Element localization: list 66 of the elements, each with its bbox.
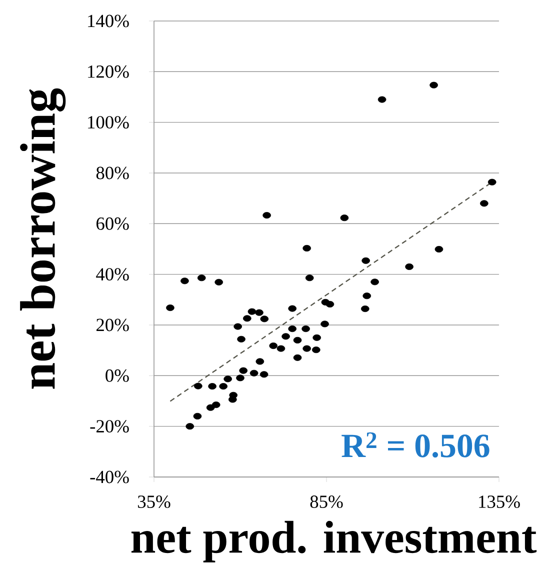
point: [197, 274, 206, 282]
point: [430, 82, 438, 88]
point: [256, 358, 264, 365]
point: [370, 278, 379, 286]
point: [166, 304, 174, 312]
point: [305, 274, 314, 282]
point: [340, 214, 349, 222]
point: [488, 178, 496, 186]
point: [362, 292, 372, 300]
point: [193, 412, 202, 420]
point: [302, 244, 311, 252]
y-tick-label: 80%: [96, 166, 129, 180]
y-tick-label: 140%: [88, 14, 129, 28]
y-tick-label: 60%: [96, 217, 129, 230]
point: [262, 212, 271, 219]
point: [362, 257, 370, 264]
y-tick-label: 40%: [96, 268, 129, 281]
point: [206, 404, 215, 411]
point: [360, 306, 370, 312]
point: [288, 326, 297, 332]
point: [236, 374, 244, 382]
point: [237, 336, 246, 342]
y-tick-label: -40%: [90, 470, 129, 484]
x-tick-label: 135%: [479, 496, 520, 508]
y-axis-title: net borrowing: [20, 88, 66, 389]
point: [434, 246, 444, 253]
point: [282, 333, 290, 340]
point: [293, 336, 302, 344]
y-tick-label: 120%: [88, 65, 129, 78]
point: [405, 263, 414, 270]
point: [186, 423, 194, 430]
y-tick-label: 0%: [106, 369, 129, 382]
point: [219, 383, 228, 390]
point: [250, 370, 258, 376]
point: [302, 326, 310, 332]
point: [312, 334, 321, 341]
point: [276, 345, 286, 352]
point: [288, 305, 297, 312]
point: [228, 396, 237, 403]
y-tick-label: -20%: [90, 420, 129, 433]
point: [242, 315, 252, 322]
point: [302, 345, 311, 352]
y-tick-label: 20%: [96, 318, 129, 332]
point: [255, 309, 264, 316]
x-tick-label: 35%: [138, 496, 170, 508]
point: [293, 354, 302, 361]
point: [224, 376, 232, 382]
point: [320, 320, 329, 328]
point: [312, 346, 320, 354]
x-tick-label: 85%: [310, 496, 343, 508]
point: [180, 278, 189, 284]
point: [269, 342, 278, 350]
point: [239, 367, 248, 374]
point: [214, 278, 224, 286]
point: [326, 300, 334, 308]
point: [260, 371, 268, 378]
point: [248, 308, 256, 315]
point: [194, 382, 202, 390]
point: [378, 96, 386, 103]
point: [208, 383, 216, 390]
point: [480, 200, 488, 207]
x-axis-title: net prod. investment: [131, 520, 537, 562]
point: [260, 316, 269, 322]
annotation: R$^{2}$ = 0.506: [342, 432, 490, 458]
y-tick-label: 100%: [88, 116, 129, 129]
point: [234, 323, 242, 330]
